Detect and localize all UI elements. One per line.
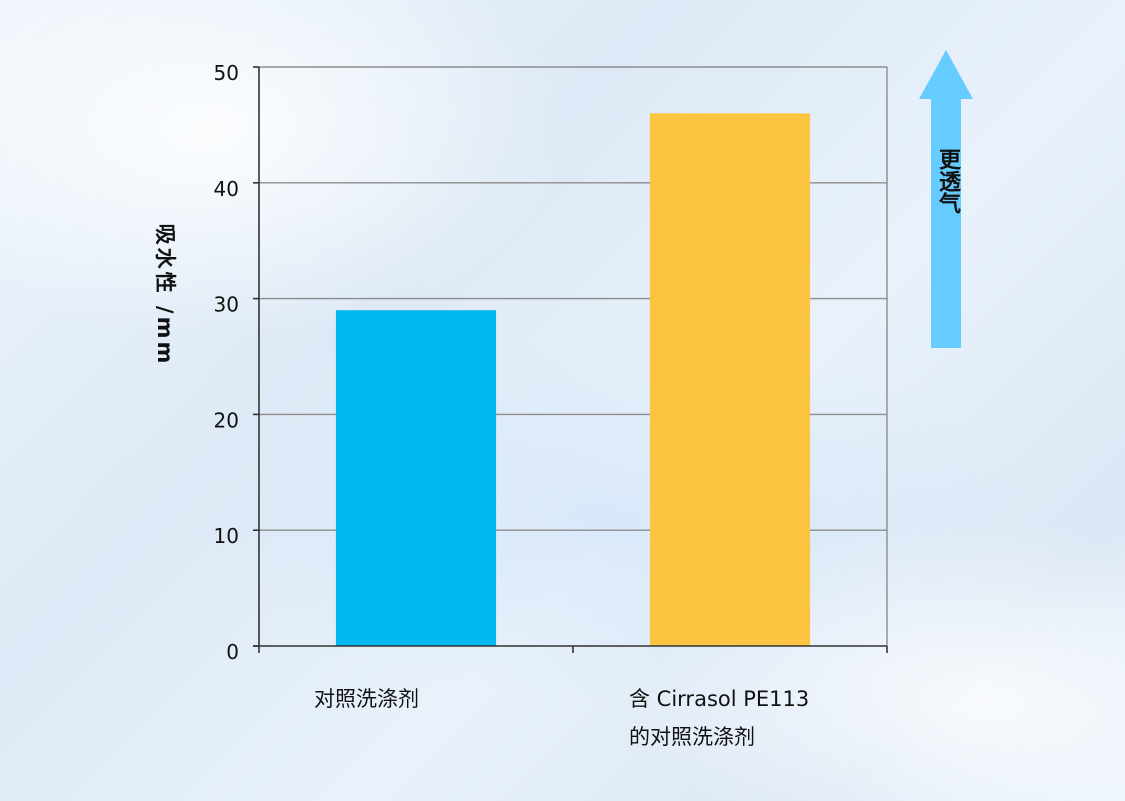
y-axis-label: 吸水性 /mm: [153, 223, 177, 367]
x-category-label-line: 含 Cirrasol PE113: [629, 687, 810, 711]
bar-1: [649, 113, 811, 646]
y-tick-label-40: 40: [214, 177, 239, 201]
breathability-arrow: [919, 50, 973, 348]
bars: [335, 113, 811, 646]
y-tick-label-0: 0: [226, 640, 239, 664]
arrow-annotation-label: 更透气: [935, 148, 960, 214]
x-category-label-control: 对照洗涤剂: [314, 680, 419, 718]
y-tick-labels: 0 10 20 30 40 50: [214, 61, 239, 664]
up-arrow-shape: [919, 50, 973, 348]
bar-0: [335, 310, 497, 646]
x-category-label-line: 对照洗涤剂: [314, 687, 419, 711]
x-category-label-line: 的对照洗涤剂: [629, 725, 755, 749]
y-tick-label-20: 20: [214, 408, 239, 432]
y-tick-label-10: 10: [214, 524, 239, 548]
y-tick-label-50: 50: [214, 61, 239, 85]
y-tick-label-30: 30: [214, 293, 239, 317]
x-category-label-cirrasol: 含 Cirrasol PE113 的对照洗涤剂: [629, 680, 809, 756]
axes: [253, 66, 888, 653]
